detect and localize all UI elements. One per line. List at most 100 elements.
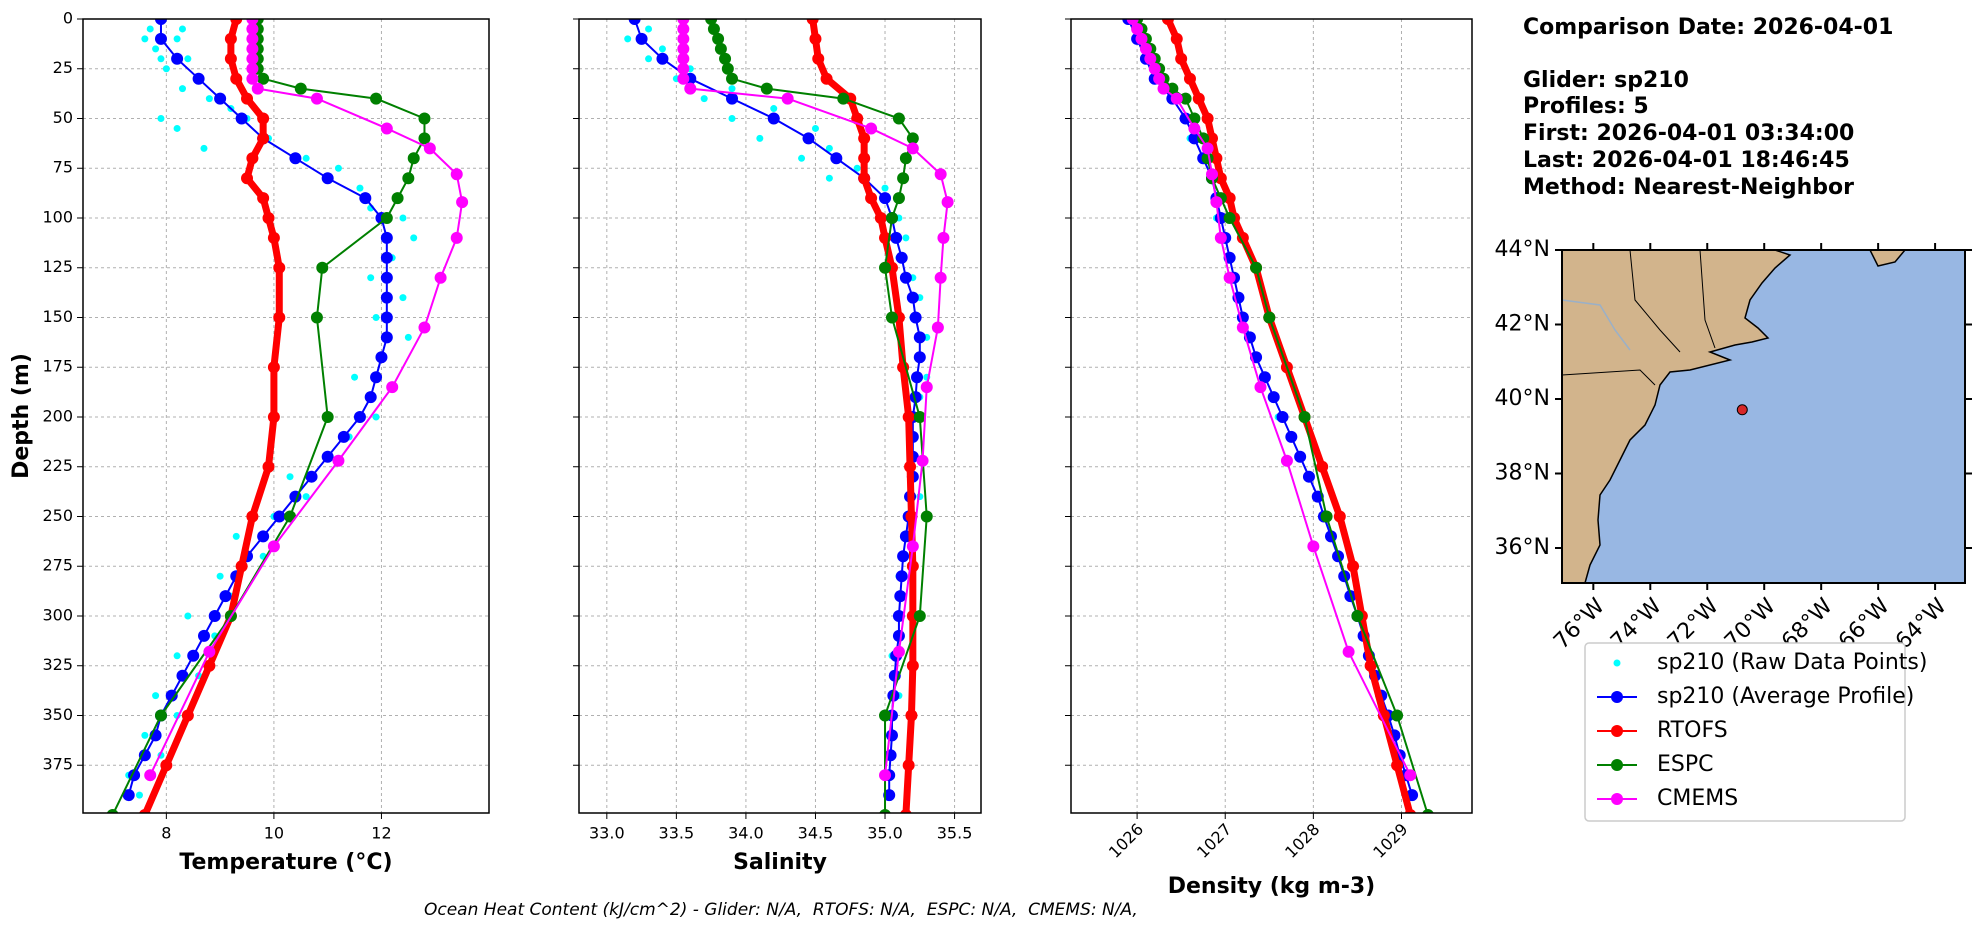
profile-marker (434, 271, 447, 284)
footer: Ocean Heat Content (kJ/cm^2) - Glider: N… (424, 900, 1138, 920)
raw-point (825, 144, 833, 152)
profile-marker (1236, 231, 1249, 244)
profile-marker (139, 808, 151, 813)
land (1869, 250, 1906, 267)
profile-marker (913, 331, 926, 344)
profile-line (127, 19, 388, 796)
profile-marker (806, 19, 819, 25)
profile-marker (677, 22, 690, 35)
profile-marker (865, 192, 878, 205)
profile-marker (635, 32, 648, 45)
y-tick-label: 375 (42, 755, 73, 774)
raw-point (173, 35, 181, 43)
profile-marker (1170, 92, 1183, 105)
y-tick-label: 25 (53, 58, 73, 77)
profile-marker (894, 590, 907, 603)
raw-point (372, 313, 380, 321)
profile-marker (267, 361, 280, 374)
profile-marker (858, 172, 871, 185)
profile-marker (310, 311, 323, 324)
profile-marker (246, 42, 259, 55)
profile-marker (246, 52, 259, 65)
profile-marker (241, 172, 254, 185)
info-line: Glider: sp210 (1523, 68, 1689, 93)
x-tick-label: 34.0 (728, 824, 764, 843)
profile-marker (858, 132, 871, 145)
profile-marker (858, 152, 871, 165)
profile-line (149, 19, 464, 776)
y-tick-label: 36°N (1495, 535, 1550, 560)
raw-point (700, 95, 708, 103)
profile-marker (874, 211, 887, 224)
profile-marker (1422, 808, 1434, 813)
profile-marker (1280, 454, 1293, 467)
raw-point (173, 124, 181, 132)
profile-marker (386, 381, 399, 394)
profile-marker (906, 540, 919, 553)
profile-marker (941, 196, 954, 209)
legend-label: sp210 (Average Profile) (1657, 684, 1914, 709)
river (1562, 299, 1631, 351)
profile-marker (294, 82, 307, 95)
profile-marker (246, 510, 259, 523)
raw-point (367, 274, 375, 282)
profile-marker (246, 32, 259, 45)
profile-marker (1347, 560, 1360, 573)
profile-marker (337, 430, 350, 443)
profile-marker (879, 808, 891, 813)
profile-marker (1170, 32, 1183, 45)
profile-marker (897, 550, 910, 563)
profile-marker (897, 172, 910, 185)
profile-marker (154, 32, 167, 45)
profile-marker (1135, 32, 1148, 45)
profile-marker (906, 659, 919, 672)
profile-marker (1254, 381, 1267, 394)
y-tick-label: 40°N (1495, 386, 1550, 411)
legend-marker (1611, 759, 1623, 771)
profile-marker (802, 132, 815, 145)
profile-marker (450, 231, 463, 244)
x-tick-label: 10 (264, 824, 284, 843)
y-tick-label: 44°N (1495, 237, 1550, 262)
raw-point (216, 572, 224, 580)
raw-point (178, 85, 186, 93)
x-axis-label: Temperature (°C) (179, 850, 392, 875)
legend-label: CMEMS (1657, 786, 1738, 811)
profile-marker (781, 92, 794, 105)
raw-point (184, 612, 192, 620)
profile-marker (224, 52, 237, 65)
profile-marker (767, 112, 780, 125)
profile-marker (721, 62, 734, 75)
profile-marker (1294, 450, 1307, 463)
profile-marker (885, 729, 898, 742)
profile-marker (1175, 52, 1188, 65)
profile-marker (892, 645, 905, 658)
y-tick-label: 200 (42, 406, 73, 425)
profile-marker (677, 72, 690, 85)
profile-marker (820, 72, 833, 85)
profile-line (1127, 19, 1414, 796)
profile-marker (899, 152, 912, 165)
profile-marker (1131, 22, 1144, 35)
profile-marker (911, 371, 924, 384)
profile-marker (677, 42, 690, 55)
profile-marker (1210, 152, 1223, 165)
profile-marker (1285, 430, 1298, 443)
raw-point (811, 124, 819, 132)
y-tick-label: 100 (42, 207, 73, 226)
profile-marker (106, 808, 119, 813)
raw-point (410, 234, 418, 242)
profile-marker (267, 231, 280, 244)
y-tick-label: 150 (42, 307, 73, 326)
profile-marker (1307, 540, 1320, 553)
profile-marker (909, 311, 922, 324)
profile-marker (208, 609, 221, 622)
info-line: Method: Nearest-Neighbor (1523, 175, 1854, 200)
axes-frame (578, 18, 982, 814)
profile-marker (879, 192, 892, 205)
raw-point (162, 65, 170, 73)
glider-location (1736, 404, 1748, 416)
info-line: Profiles: 5 (1523, 94, 1649, 119)
profile-marker (906, 132, 919, 145)
profile-marker (1404, 808, 1416, 813)
